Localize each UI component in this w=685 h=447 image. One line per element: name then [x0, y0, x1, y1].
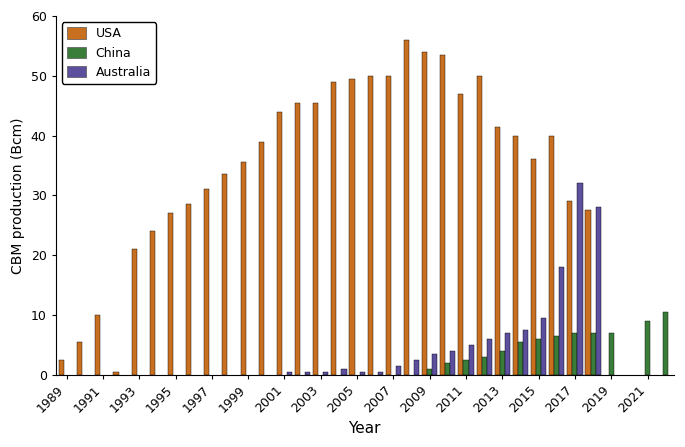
- Bar: [541, 318, 546, 375]
- Bar: [77, 342, 82, 375]
- Bar: [360, 371, 364, 375]
- Bar: [440, 55, 445, 375]
- Bar: [487, 339, 492, 375]
- Bar: [573, 333, 577, 375]
- Bar: [549, 135, 554, 375]
- Bar: [590, 333, 596, 375]
- Bar: [150, 231, 155, 375]
- Bar: [295, 103, 300, 375]
- Bar: [168, 213, 173, 375]
- Bar: [477, 76, 482, 375]
- X-axis label: Year: Year: [349, 421, 381, 436]
- Bar: [523, 330, 528, 375]
- Bar: [432, 354, 437, 375]
- Bar: [577, 183, 582, 375]
- Bar: [349, 79, 355, 375]
- Bar: [495, 127, 500, 375]
- Bar: [663, 312, 669, 375]
- Bar: [95, 315, 101, 375]
- Y-axis label: CBM production (Bcm): CBM production (Bcm): [11, 117, 25, 274]
- Bar: [567, 201, 573, 375]
- Bar: [332, 82, 336, 375]
- Bar: [458, 94, 464, 375]
- Bar: [427, 369, 432, 375]
- Bar: [422, 52, 427, 375]
- Bar: [451, 351, 456, 375]
- Bar: [396, 366, 401, 375]
- Bar: [414, 360, 419, 375]
- Bar: [59, 360, 64, 375]
- Bar: [114, 371, 119, 375]
- Bar: [240, 162, 246, 375]
- Bar: [287, 371, 292, 375]
- Bar: [469, 345, 473, 375]
- Bar: [223, 174, 227, 375]
- Bar: [259, 142, 264, 375]
- Bar: [554, 336, 560, 375]
- Bar: [645, 321, 650, 375]
- Bar: [386, 76, 391, 375]
- Bar: [609, 333, 614, 375]
- Bar: [560, 267, 564, 375]
- Bar: [377, 371, 383, 375]
- Bar: [186, 204, 191, 375]
- Bar: [204, 190, 210, 375]
- Bar: [531, 160, 536, 375]
- Bar: [500, 351, 505, 375]
- Bar: [518, 342, 523, 375]
- Bar: [445, 363, 451, 375]
- Bar: [341, 369, 347, 375]
- Bar: [536, 339, 541, 375]
- Bar: [277, 112, 282, 375]
- Bar: [482, 357, 487, 375]
- Bar: [464, 360, 469, 375]
- Bar: [586, 210, 590, 375]
- Bar: [323, 371, 328, 375]
- Bar: [305, 371, 310, 375]
- Bar: [404, 40, 409, 375]
- Bar: [368, 76, 373, 375]
- Bar: [313, 103, 319, 375]
- Bar: [132, 249, 137, 375]
- Bar: [596, 207, 601, 375]
- Bar: [513, 135, 518, 375]
- Legend: USA, China, Australia: USA, China, Australia: [62, 22, 156, 84]
- Bar: [505, 333, 510, 375]
